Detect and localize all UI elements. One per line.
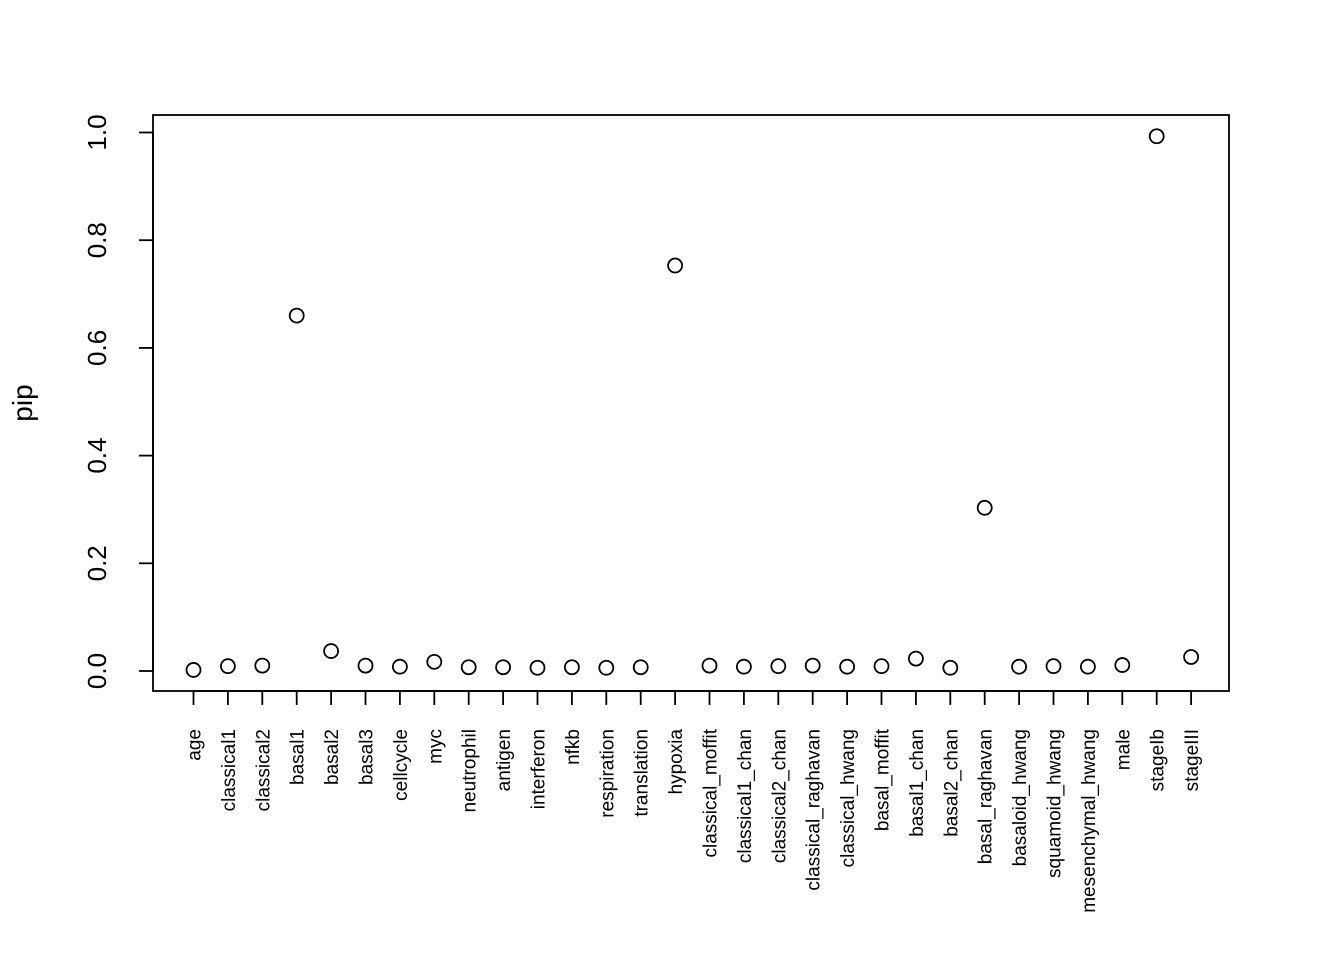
x-tick-label: translation	[632, 729, 653, 817]
data-point-basal2_chan	[942, 659, 959, 676]
x-tick-label: stageIII	[1182, 729, 1203, 791]
data-point-classical1_chan	[736, 658, 752, 675]
x-tick-label: classical1_chan	[735, 729, 756, 863]
x-tick-label: basaloid_hwang	[1010, 729, 1031, 866]
x-tick-label: cellcycle	[391, 729, 412, 801]
data-point-stageIb	[1148, 128, 1165, 145]
data-point-hypoxia	[667, 257, 683, 274]
data-point-basal2	[323, 643, 340, 659]
y-tick-label: 0.8	[82, 222, 112, 258]
x-axis: age classical1 classical2 basal1 basal2 basal…	[185, 690, 1203, 913]
x-tick-label: basal3	[357, 729, 378, 785]
x-tick-label: age	[185, 729, 206, 761]
x-tick-label: basal_raghavan	[976, 729, 997, 864]
y-tick-label: 0.4	[82, 438, 112, 474]
data-point-myc	[426, 653, 443, 670]
x-tick-label: classical1	[219, 729, 240, 811]
x-tick-label: basal2_chan	[941, 729, 962, 837]
data-point-respiration	[598, 659, 615, 676]
data-point-classical_moffit	[701, 657, 718, 674]
data-point-neutrophil	[460, 659, 477, 676]
x-tick-label: classical2	[253, 729, 274, 811]
data-point-basal_moffit	[873, 658, 890, 675]
x-tick-label: classical_raghavan	[804, 729, 825, 891]
x-tick-label: classical2_chan	[769, 729, 790, 863]
y-tick-label: 1.0	[82, 114, 112, 150]
x-tick-label: interferon	[529, 729, 550, 809]
x-tick-label: classical_moffit	[701, 728, 722, 857]
data-point-classical1	[219, 658, 236, 675]
data-point-stageIII	[1183, 649, 1199, 665]
y-axis: 0.0 0.2 0.4 0.6 0.8 1.0	[82, 114, 154, 689]
x-tick-label: mesenchymal_hwang	[1079, 729, 1100, 913]
x-tick-label: respiration	[597, 729, 618, 818]
x-tick-label: neutrophil	[460, 729, 481, 812]
x-tick-label: basal1	[288, 729, 309, 785]
y-tick-label: 0.6	[82, 330, 112, 366]
data-point-mesenchymal_hwang	[1080, 658, 1096, 675]
x-tick-label: hypoxia	[666, 729, 687, 795]
data-point-nfkb	[564, 659, 580, 676]
data-point-cellcycle	[391, 658, 408, 675]
data-point-basaloid_hwang	[1011, 658, 1027, 675]
data-point-squamoid_hwang	[1045, 658, 1062, 675]
data-point-antigen	[495, 659, 512, 676]
data-point-classical2	[254, 657, 271, 674]
data-point-basal1_chan	[908, 650, 924, 667]
data-point-interferon	[529, 659, 546, 676]
x-tick-label: basal2	[322, 729, 343, 785]
data-point-basal3	[357, 657, 374, 674]
plot-frame	[152, 114, 1230, 692]
data-point-basal1	[288, 307, 305, 324]
data-point-classical2_chan	[770, 658, 787, 675]
x-tick-label: stageIb	[1148, 729, 1169, 791]
data-point-classical_raghavan	[804, 657, 821, 674]
data-point-male	[1114, 657, 1131, 673]
y-axis-title: pip	[7, 384, 38, 421]
x-tick-label: male	[1113, 729, 1134, 770]
data-point-basal_raghavan	[976, 499, 993, 516]
x-tick-label: squamoid_hwang	[1045, 729, 1066, 878]
x-tick-label: nfkb	[563, 729, 584, 765]
data-point-translation	[632, 659, 649, 676]
y-tick-label: 0.0	[82, 653, 112, 689]
x-tick-label: classical_hwang	[838, 729, 859, 867]
x-tick-label: basal1_chan	[907, 729, 928, 837]
data-point-age	[185, 662, 202, 678]
data-points	[185, 128, 1199, 678]
y-tick-label: 0.2	[82, 545, 112, 581]
x-tick-label: myc	[425, 729, 446, 764]
data-point-classical_hwang	[839, 658, 855, 675]
x-tick-label: basal_moffit	[873, 728, 894, 831]
x-tick-label: antigen	[494, 729, 515, 791]
